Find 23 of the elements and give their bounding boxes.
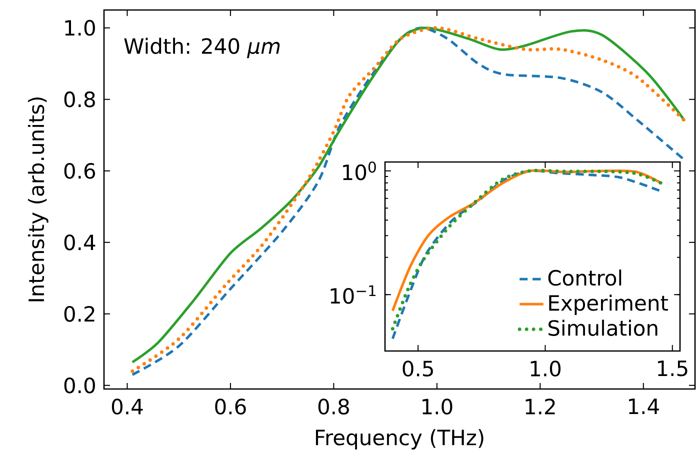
y-tick-label: 10$^{0}$: [343, 161, 376, 180]
x-tick-label: 1.4: [629, 398, 659, 414]
x-tick-label: 0.6: [215, 398, 246, 414]
y-tick-label: 0.6: [64, 162, 96, 179]
x-tick-label: 1.5: [658, 360, 688, 376]
legend-label: Simulation: [548, 319, 658, 336]
y-tick-label: 0.4: [64, 234, 96, 250]
y-tick-label: 0.8: [64, 91, 95, 108]
x-tick-label: 1.2: [526, 398, 555, 414]
x-tick-label: 1.0: [530, 360, 561, 376]
legend-label: Control: [548, 269, 622, 286]
legend-label: Experiment: [549, 294, 668, 315]
x-tick-label: 0.5: [402, 360, 433, 376]
y-tick-label: 10$^{−1}$: [330, 285, 376, 304]
annotation: Width: 240 μm: [124, 38, 280, 58]
x-axis-title: Frequency (THz): [316, 428, 484, 450]
x-tick-label: 0.8: [318, 398, 349, 414]
y-tick-label: 0.2: [64, 306, 94, 322]
y-tick-label: 1.0: [65, 20, 95, 36]
x-tick-label: 0.4: [112, 398, 143, 414]
y-axis-title: Intensity (arb.units): [28, 97, 48, 302]
y-tick-label: 0.0: [64, 377, 95, 394]
x-tick-label: 1.0: [422, 398, 452, 414]
